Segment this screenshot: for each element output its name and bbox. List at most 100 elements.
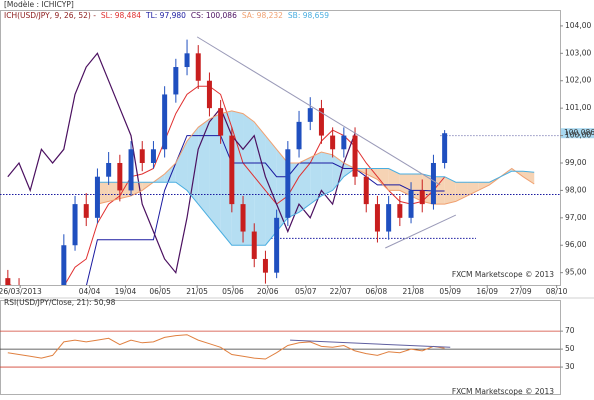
cloud-segment (187, 127, 199, 205)
main-frame (0, 10, 561, 286)
indicator-name: ICH(USD/JPY, 9, 26, 52) - (4, 11, 96, 20)
cloud-segment (444, 176, 456, 205)
rsi-frame (0, 300, 561, 395)
cloud-segment (299, 157, 311, 213)
x-tick-label: 20/06 (257, 287, 279, 296)
x-tick-label: 05/09 (439, 287, 461, 296)
x-tick-label: 05/07 (295, 287, 317, 296)
x-tick-label: 08/10 (546, 287, 568, 296)
x-tick-label: 21/08 (402, 287, 424, 296)
candle-body (139, 149, 145, 163)
cloud-segment (422, 173, 434, 205)
x-tick-label: 06/08 (366, 287, 388, 296)
candle-body (296, 121, 302, 150)
candle-body (397, 204, 403, 218)
candle-body (408, 190, 414, 218)
cloud-segment (478, 182, 490, 191)
y-tick-label: 99,00 (565, 158, 587, 167)
candle-body (363, 176, 369, 205)
candle-body (106, 162, 112, 177)
candle-body (318, 108, 324, 136)
candle-body (442, 133, 448, 163)
y-tick-label: 100,00 (565, 131, 591, 140)
candle-body (83, 204, 89, 218)
x-tick-label: 16/09 (476, 287, 498, 296)
x-tick-label: 22/07 (330, 287, 352, 296)
legend-entry: SA: 98,232 (242, 11, 283, 20)
candle-body (229, 135, 235, 205)
legend-entry: TL: 97,980 (145, 11, 186, 20)
candle-body (195, 53, 201, 81)
candle-body (173, 67, 179, 95)
cloud-segment (366, 168, 378, 180)
cloud-segment (119, 182, 132, 199)
candle-body (352, 135, 358, 177)
candle-body (386, 204, 392, 232)
cloud-segment (343, 162, 356, 177)
indicator-line (97, 168, 535, 246)
candle-body (262, 258, 268, 273)
y-tick-label: 104,00 (565, 21, 591, 30)
cloud-segment (310, 152, 322, 205)
y-tick-label: 98,00 (565, 185, 587, 194)
x-tick-label: 05/06 (222, 287, 244, 296)
legend-entry: SB: 98,659 (288, 11, 329, 20)
y-tick-label: 101,00 (565, 103, 591, 112)
cloud-segment (332, 154, 344, 191)
candle-body (184, 53, 190, 68)
cloud-segment (399, 173, 412, 196)
candle-body (72, 204, 78, 246)
rsi-title: RSI(USD/JPY/Close, 21): 50,98 (4, 298, 116, 307)
candle-body (274, 217, 280, 273)
trendline (290, 339, 451, 348)
candle-body (341, 135, 347, 150)
candle-body (251, 231, 257, 259)
candle-body (240, 204, 246, 232)
candle-body (94, 176, 100, 218)
watermark: FXCM Marketscope © 2013 (452, 270, 554, 279)
cloud-segment (523, 171, 535, 185)
trendline (196, 36, 441, 186)
y-tick-label: 102,00 (565, 76, 591, 85)
indicator-line (86, 135, 445, 285)
y-tick-label: 30 (565, 362, 575, 371)
x-tick-label: 06/05 (149, 287, 171, 296)
cloud-segment (164, 162, 176, 183)
candle-body (307, 108, 313, 122)
candle-body (117, 162, 123, 191)
rsi-line (7, 334, 445, 360)
y-tick-label: 96,00 (565, 240, 587, 249)
cloud-segment (231, 110, 244, 246)
candle-body (162, 94, 168, 150)
x-tick-label: 26/03/2013 (0, 287, 42, 296)
cloud-segment (411, 173, 423, 202)
y-tick-label: 95,00 (565, 268, 587, 277)
candle-body (374, 204, 380, 232)
indicator-line (7, 52, 356, 275)
y-tick-label: 97,00 (565, 213, 587, 222)
x-tick-label: 04/04 (79, 287, 101, 296)
cloud-segment (455, 182, 468, 202)
legend-entry: CS: 100,086 (191, 11, 237, 20)
y-tick-label: 103,00 (565, 48, 591, 57)
indicator-header: ICH(USD/JPY, 9, 26, 52) - SL: 98,484 TL: 9… (4, 11, 329, 20)
indicator-line (7, 85, 445, 285)
candle-body (330, 135, 336, 150)
plot-area (0, 330, 560, 368)
plot-area (0, 36, 560, 285)
x-tick-label: 21/05 (186, 287, 208, 296)
candle-body (5, 278, 11, 285)
last-price-box (561, 128, 594, 139)
cloud-segment (287, 162, 300, 218)
cloud-segment (108, 182, 120, 202)
y-tick-label: 70 (565, 326, 575, 335)
watermark: FXCM Marketscope © 2013 (452, 387, 554, 396)
last-price-label: 100,086 (564, 128, 594, 137)
x-tick-label: 19/04 (115, 287, 137, 296)
candle-body (285, 149, 291, 218)
cloud-segment (209, 113, 221, 232)
legend-entry: SL: 98,484 (101, 11, 141, 20)
trendline (385, 214, 457, 249)
candle-body (150, 149, 156, 163)
indicator-line (97, 110, 535, 205)
